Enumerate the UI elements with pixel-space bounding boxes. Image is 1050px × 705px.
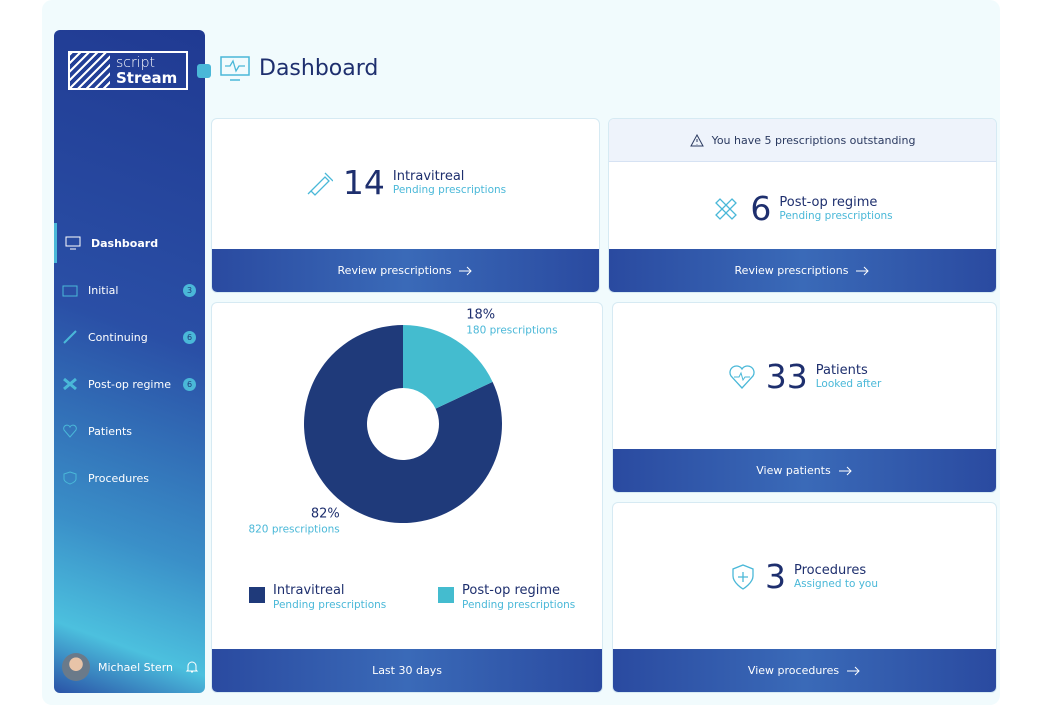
- stat-subtitle: Pending prescriptions: [392, 184, 507, 196]
- action-button[interactable]: Review prescriptions: [212, 249, 599, 292]
- stat-subtitle: Pending prescriptions: [779, 210, 893, 222]
- footer-label: Last 30 days: [372, 664, 442, 677]
- chart-card: 82% 820 prescriptions 18% 180 prescriptions…: [211, 302, 603, 693]
- stat-subtitle: Assigned to you: [794, 578, 878, 590]
- action-label: View procedures: [747, 664, 840, 677]
- nav-badge: 6: [183, 330, 196, 344]
- collapse-button[interactable]: [197, 64, 211, 78]
- nav-item[interactable]: Patients: [54, 411, 205, 451]
- nav-badge: 3: [183, 283, 196, 297]
- nav-item[interactable]: Post-op regime 6: [54, 364, 205, 404]
- donut-slice: [304, 325, 502, 523]
- stat-count: 14: [342, 163, 385, 202]
- alert: You have 5 prescriptions outstanding: [609, 119, 996, 162]
- user-name: Michael Stern: [98, 660, 173, 674]
- nav-label: Patients: [88, 424, 133, 438]
- donut-chart: 82% 820 prescriptions 18% 180 prescriptions…: [248, 307, 575, 611]
- nav-label: Initial: [88, 283, 119, 297]
- logo-text: script: [116, 55, 156, 71]
- stat-card: 3 Procedures Assigned to you View procedu…: [612, 502, 997, 693]
- stat-subtitle: Looked after: [815, 378, 882, 390]
- action-button[interactable]: Review prescriptions: [609, 249, 996, 292]
- slice-value-label: 82%: [311, 507, 340, 522]
- nav-item[interactable]: Initial 3: [54, 270, 205, 310]
- bell-icon[interactable]: [185, 660, 199, 674]
- stat-title: Intravitreal: [392, 169, 465, 184]
- action-button[interactable]: View procedures: [613, 649, 996, 692]
- user[interactable]: Michael Stern: [62, 653, 199, 681]
- heart-icon: [729, 364, 755, 389]
- legend-swatch: [249, 587, 265, 603]
- stat-card: 33 Patients Looked after View patients: [612, 302, 997, 493]
- nav-item[interactable]: Procedures: [54, 458, 205, 498]
- stat-card: You have 5 prescriptions outstanding 6 P…: [608, 118, 997, 293]
- nav-label: Continuing: [88, 330, 148, 344]
- stat: 3 Procedures Assigned to you: [613, 557, 996, 596]
- avatar: [62, 653, 90, 681]
- legend-subtitle: Pending prescriptions: [273, 599, 386, 611]
- donut-slice: [403, 325, 493, 409]
- nav-item[interactable]: Continuing 6: [54, 317, 205, 357]
- legend-label: Intravitreal: [273, 583, 345, 598]
- legend-subtitle: Pending prescriptions: [462, 599, 575, 611]
- stat-count: 6: [750, 189, 772, 228]
- sidebar: [54, 30, 205, 693]
- slice-detail-label: 820 prescriptions: [248, 524, 339, 536]
- alert-text: You have 5 prescriptions outstanding: [711, 133, 916, 147]
- page-title: Dashboard: [259, 56, 379, 81]
- nav-label: Procedures: [88, 471, 149, 485]
- slice-detail-label: 180 prescriptions: [466, 324, 557, 336]
- stat-title: Patients: [815, 363, 868, 378]
- slice-value-label: 18%: [466, 307, 495, 322]
- syringe-icon: [307, 172, 333, 196]
- action-label: Review prescriptions: [734, 264, 849, 277]
- shield-icon: [732, 563, 754, 590]
- nav-item[interactable]: Dashboard: [54, 223, 208, 263]
- logo: script Stream: [68, 51, 188, 90]
- chart-footer: Last 30 days: [212, 649, 602, 692]
- legend-label: Post-op regime: [462, 583, 560, 598]
- stat: 14 Intravitreal Pending prescriptions: [212, 163, 599, 202]
- stat: 6 Post-op regime Pending prescriptions: [609, 189, 996, 228]
- logo-text: Stream: [116, 69, 178, 87]
- nav-badge: 6: [183, 377, 196, 391]
- dashboard-icon: [220, 56, 250, 81]
- stat: 33 Patients Looked after: [613, 357, 996, 396]
- action-label: View patients: [756, 464, 831, 477]
- stat-title: Post-op regime: [779, 195, 878, 210]
- nav-label: Dashboard: [91, 236, 159, 250]
- bandage-icon: [715, 197, 738, 220]
- action-button[interactable]: View patients: [613, 449, 996, 492]
- logo-mark: [70, 53, 110, 88]
- stat-title: Procedures: [794, 563, 867, 578]
- legend-swatch: [438, 587, 454, 603]
- stat-count: 33: [765, 357, 808, 396]
- action-label: Review prescriptions: [337, 264, 452, 277]
- nav-label: Post-op regime: [88, 377, 171, 391]
- stat-count: 3: [765, 557, 786, 596]
- stat-card: 14 Intravitreal Pending prescriptions Rev…: [211, 118, 600, 293]
